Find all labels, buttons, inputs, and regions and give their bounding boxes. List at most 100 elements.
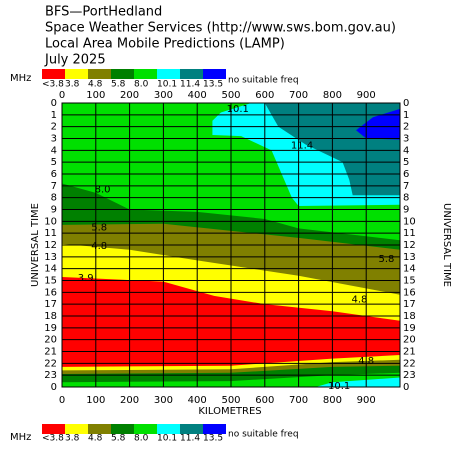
title-line: July 2025 <box>44 53 106 68</box>
y-tick-label-left: 6 <box>51 169 57 180</box>
y-tick-label-left: 22 <box>44 358 57 369</box>
x-tick-label-bottom: 600 <box>255 395 274 406</box>
y-tick-label-left: 3 <box>51 134 57 145</box>
x-tick-label-top: 0 <box>59 90 65 101</box>
y-tick-label-right: 7 <box>403 181 409 192</box>
legend-label: 10.1 <box>157 434 177 444</box>
y-tick-label-right: 10 <box>403 216 416 227</box>
legend-label: 3.8 <box>65 80 80 90</box>
y-tick-label-right: 0 <box>403 382 409 393</box>
y-axis-label-right: UNIVERSAL TIME <box>441 203 452 287</box>
x-tick-label-bottom: 300 <box>154 395 173 406</box>
legend-label: 8.0 <box>134 434 149 444</box>
y-tick-label-right: 11 <box>403 228 416 239</box>
y-tick-label-left: 17 <box>44 299 57 310</box>
y-tick-label-right: 8 <box>403 193 409 204</box>
title-line: BFS—PortHedland <box>45 5 162 20</box>
y-tick-label-right: 13 <box>403 252 416 263</box>
x-tick-label-bottom: 700 <box>289 395 308 406</box>
contour-region <box>315 377 400 387</box>
legend-swatch <box>111 69 134 79</box>
y-tick-label-right: 15 <box>403 276 416 287</box>
x-tick-label-bottom: 0 <box>59 395 65 406</box>
legend-swatch <box>42 424 65 434</box>
y-tick-label-right: 12 <box>403 240 416 251</box>
y-tick-label-left: 14 <box>44 264 57 275</box>
legend-swatch <box>65 69 88 79</box>
legend-label: 11.4 <box>180 80 200 90</box>
x-tick-label-top: 300 <box>154 90 173 101</box>
y-tick-label-left: 13 <box>44 252 57 263</box>
y-tick-label-right: 21 <box>403 347 416 358</box>
x-tick-label-bottom: 500 <box>221 395 240 406</box>
legend-swatch <box>88 424 111 434</box>
x-tick-label-bottom: 400 <box>188 395 207 406</box>
legend-label: 4.8 <box>88 80 103 90</box>
contour-label: 10.1 <box>328 381 350 392</box>
y-tick-label-right: 22 <box>403 358 416 369</box>
x-tick-label-top: 400 <box>188 90 207 101</box>
legend-swatch <box>180 69 203 79</box>
legend-unit: MHz <box>10 432 31 443</box>
y-tick-label-right: 0 <box>403 98 409 109</box>
y-tick-label-left: 21 <box>44 347 57 358</box>
x-axis-label: KILOMETRES <box>198 406 261 417</box>
legend-swatch <box>203 424 226 434</box>
y-tick-label-right: 9 <box>403 205 409 216</box>
contour-label: 8.0 <box>95 184 111 195</box>
y-tick-label-left: 15 <box>44 276 57 287</box>
legend-label: 3.8 <box>65 434 80 444</box>
title-line: Local Area Mobile Predictions (LAMP) <box>45 37 285 52</box>
y-tick-label-right: 18 <box>403 311 416 322</box>
contour-label: 10.1 <box>227 104 249 115</box>
legend-label: 11.4 <box>180 434 200 444</box>
x-tick-label-top: 600 <box>255 90 274 101</box>
y-tick-label-right: 1 <box>403 110 409 121</box>
legend-swatch <box>180 424 203 434</box>
y-tick-label-left: 2 <box>51 122 57 133</box>
legend-label: 5.8 <box>111 434 126 444</box>
legend-swatch <box>88 69 111 79</box>
y-tick-label-left: 1 <box>51 110 57 121</box>
y-tick-label-left: 20 <box>44 335 57 346</box>
y-tick-label-left: 10 <box>44 216 57 227</box>
legend-label: 8.0 <box>134 80 149 90</box>
legend-swatch <box>203 69 226 79</box>
y-tick-label-right: 23 <box>403 370 416 381</box>
legend-swatch <box>111 424 134 434</box>
legend-unit: MHz <box>10 73 31 84</box>
y-tick-label-left: 18 <box>44 311 57 322</box>
y-tick-label-left: 0 <box>51 98 57 109</box>
x-tick-label-bottom: 100 <box>86 395 105 406</box>
contour-region <box>356 108 400 140</box>
contour-label: 3.9 <box>78 273 94 284</box>
x-tick-label-top: 800 <box>323 90 342 101</box>
legend-swatch <box>134 424 157 434</box>
y-tick-label-right: 3 <box>403 134 409 145</box>
contour-label: 4.8 <box>358 356 374 367</box>
legend-swatch <box>65 424 88 434</box>
legend-label: 13.5 <box>203 80 223 90</box>
x-tick-label-top: 700 <box>289 90 308 101</box>
legend-label: 10.1 <box>157 80 177 90</box>
legend-swatch <box>157 69 180 79</box>
x-tick-label-top: 200 <box>120 90 139 101</box>
contour-label: 11.4 <box>291 141 313 152</box>
legend-label: <3.8 <box>42 80 64 90</box>
legend-label: <3.8 <box>42 434 64 444</box>
y-tick-label-right: 2 <box>403 122 409 133</box>
y-tick-label-left: 9 <box>51 205 57 216</box>
y-tick-label-right: 5 <box>403 157 409 168</box>
legend-label: no suitable freq <box>228 430 299 440</box>
y-tick-label-right: 16 <box>403 287 416 298</box>
contour-label: 5.8 <box>91 222 107 233</box>
y-tick-label-left: 11 <box>44 228 57 239</box>
legend-label: 5.8 <box>111 80 126 90</box>
legend-swatch <box>134 69 157 79</box>
legend-label: no suitable freq <box>228 76 299 86</box>
y-tick-label-right: 4 <box>403 145 409 156</box>
y-tick-label-right: 14 <box>403 264 416 275</box>
x-tick-label-top: 900 <box>357 90 376 101</box>
x-tick-label-bottom: 900 <box>357 395 376 406</box>
